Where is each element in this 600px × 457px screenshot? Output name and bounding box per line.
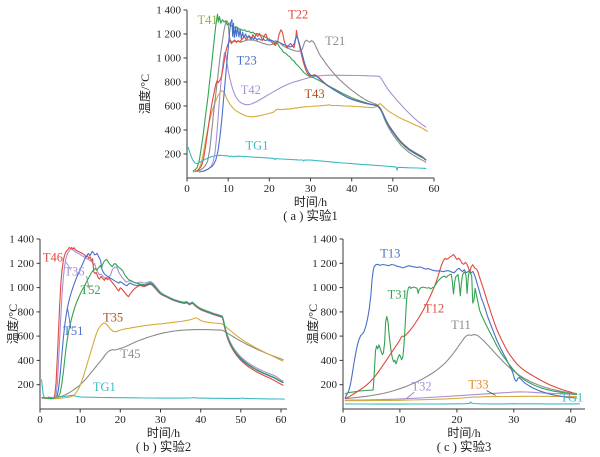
y-tick-label: 1 000 xyxy=(156,53,181,65)
series-label-T51: T51 xyxy=(63,324,83,338)
x-tick-label: 60 xyxy=(276,414,288,426)
leader-T52 xyxy=(86,275,90,289)
series-T43 xyxy=(192,90,428,173)
y-tick-label: 600 xyxy=(321,331,338,343)
series-label-T41: T41 xyxy=(198,13,218,27)
x-tick-label: 10 xyxy=(75,414,87,426)
series-label-T45: T45 xyxy=(120,347,140,361)
series-T21 xyxy=(196,20,427,172)
x-tick-label: 20 xyxy=(264,183,276,195)
x-axis-label: 时间/h xyxy=(147,426,180,440)
series-label-T21: T21 xyxy=(325,34,345,48)
y-tick-label: 600 xyxy=(18,331,35,343)
x-tick-label: 20 xyxy=(115,414,127,426)
x-tick-label: 0 xyxy=(340,414,346,426)
series-label-T23: T23 xyxy=(237,54,257,68)
series-label-T32: T32 xyxy=(412,380,432,394)
series-label-TG1: TG1 xyxy=(560,391,583,405)
series-T13 xyxy=(344,263,578,399)
y-tick-label: 200 xyxy=(165,149,182,161)
series-label-T31: T31 xyxy=(388,287,408,301)
chart-caption: ( b ) 实验2 xyxy=(136,439,191,454)
x-tick-label: 50 xyxy=(387,183,399,195)
series-T52 xyxy=(41,258,284,399)
series-label-T13: T13 xyxy=(380,247,400,261)
series-label-T36: T36 xyxy=(64,264,84,278)
y-tick-label: 200 xyxy=(321,379,338,391)
series-label-TG1: TG1 xyxy=(246,138,269,152)
y-tick-label: 1 200 xyxy=(156,29,181,41)
y-axis-label: 温度/°C xyxy=(306,304,320,344)
series-label-T52: T52 xyxy=(81,283,101,297)
y-tick-label: 400 xyxy=(321,355,338,367)
x-tick-label: 50 xyxy=(235,414,247,426)
series-TG1 xyxy=(344,401,580,405)
leader-T32 xyxy=(406,391,415,399)
series-label-T11: T11 xyxy=(451,318,471,332)
y-tick-label: 1 200 xyxy=(9,258,34,270)
series-label-T33: T33 xyxy=(468,378,488,392)
series-T45 xyxy=(41,329,284,399)
chart-experiment-1: 0 10 20 30 40 50 60 200 400 600 800 1 000 1 200 1 400… xyxy=(138,5,441,224)
x-tick-label: 30 xyxy=(155,414,167,426)
series-label-T46: T46 xyxy=(43,251,63,265)
leader-T51 xyxy=(67,309,72,329)
y-tick-label: 400 xyxy=(18,355,35,367)
y-tick-label: 200 xyxy=(18,379,35,391)
y-tick-label: 400 xyxy=(165,125,182,137)
series-T31 xyxy=(344,269,578,395)
x-axis-label: 时间/h xyxy=(447,426,480,440)
series-label-T22: T22 xyxy=(288,7,308,21)
x-tick-label: 40 xyxy=(346,183,358,195)
series-T23 xyxy=(198,19,427,173)
leader-T36 xyxy=(65,261,72,271)
y-tick-label: 1 000 xyxy=(312,282,337,294)
y-tick-label: 1 400 xyxy=(156,5,181,17)
x-tick-label: 0 xyxy=(37,414,43,426)
series-label-T35: T35 xyxy=(103,310,123,324)
x-tick-label: 0 xyxy=(184,183,190,195)
y-tick-label: 1 200 xyxy=(312,258,337,270)
y-tick-label: 1 000 xyxy=(9,282,34,294)
chart-experiment-2: 0 10 20 30 40 50 60 200 400 600 800 1 000 1 200 1 400… xyxy=(6,234,288,454)
series-label-T42: T42 xyxy=(241,83,261,97)
x-tick-label: 40 xyxy=(195,414,207,426)
x-tick-label: 30 xyxy=(305,183,317,195)
series-T36 xyxy=(41,248,284,399)
series-T12 xyxy=(344,253,578,399)
series-T42 xyxy=(202,52,427,172)
y-tick-label: 800 xyxy=(321,306,338,318)
chart-caption: ( c ) 实验3 xyxy=(437,439,492,454)
series-T11 xyxy=(344,334,578,400)
y-tick-label: 800 xyxy=(165,77,182,89)
series-label-T43: T43 xyxy=(305,87,325,101)
y-tick-label: 1 400 xyxy=(9,234,34,246)
x-tick-label: 20 xyxy=(451,414,463,426)
y-tick-label: 1 400 xyxy=(312,234,337,246)
chart-experiment-3: 0 10 20 30 40 200 400 600 800 1 000 1 200 1 400 温度/°… xyxy=(306,234,585,454)
x-axis-label: 时间/h xyxy=(294,195,327,209)
x-tick-label: 60 xyxy=(429,183,441,195)
y-axis-label: 温度/°C xyxy=(138,74,152,114)
series-label-TG1: TG1 xyxy=(93,380,116,394)
y-tick-label: 800 xyxy=(18,306,35,318)
series-TG1 xyxy=(187,146,427,171)
x-tick-label: 40 xyxy=(565,414,577,426)
chart-caption: ( a ) 实验1 xyxy=(283,208,338,223)
y-tick-label: 600 xyxy=(165,101,182,113)
y-axis-label: 温度/°C xyxy=(6,304,20,344)
leader-T33 xyxy=(486,390,496,396)
series-T35 xyxy=(41,317,284,400)
series-label-T12: T12 xyxy=(424,302,444,316)
x-tick-label: 10 xyxy=(223,183,235,195)
series-TG1 xyxy=(41,379,285,400)
series-T33 xyxy=(344,395,578,402)
x-tick-label: 10 xyxy=(394,414,406,426)
x-tick-label: 30 xyxy=(508,414,520,426)
